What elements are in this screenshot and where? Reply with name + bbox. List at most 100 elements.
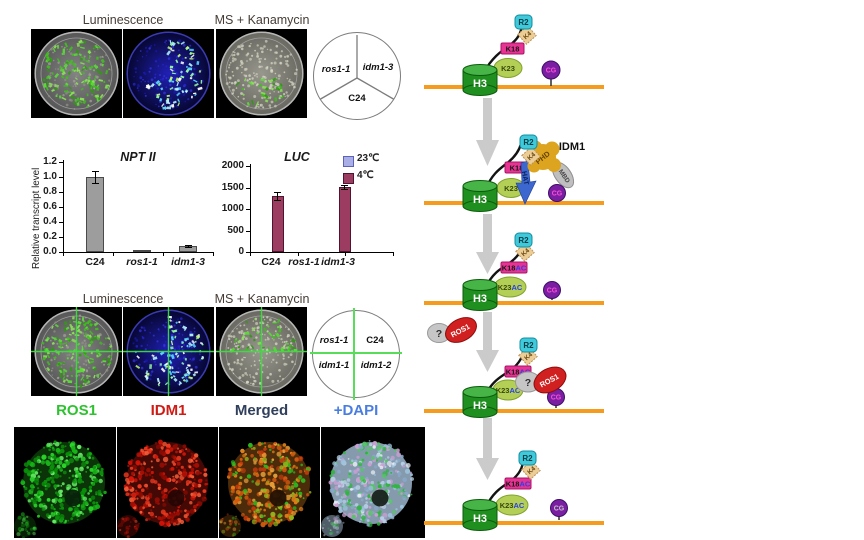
error-bar-cap	[91, 183, 99, 184]
nucleus-graphic	[117, 427, 218, 539]
y-tick-mark	[246, 187, 250, 189]
x-tick-mark	[113, 252, 114, 256]
y-tick-mark	[59, 237, 63, 238]
x-tick-mark	[393, 252, 394, 256]
quadrant-legend-circle: ros1-1 C24 idm1-1 idm1-2	[310, 308, 402, 400]
petri-dish-graphic	[216, 29, 307, 118]
error-bar-cap	[91, 171, 99, 172]
error-bar-cap	[341, 188, 348, 190]
k4-mark: K4	[521, 146, 541, 166]
x-tick-mark	[163, 252, 164, 256]
k18-label: K18	[506, 45, 520, 54]
x-tick-mark	[63, 252, 64, 256]
k18-mark	[500, 42, 525, 55]
quadrant-label-idm1-2: idm1-2	[360, 360, 392, 371]
bar	[86, 177, 104, 252]
label-idm1-channel: IDM1	[150, 402, 187, 419]
sector-legend-circle: ros1-1 idm1-3 C24	[313, 32, 401, 120]
y-tick-mark	[246, 209, 250, 210]
y-tick-label: 1.2	[43, 156, 57, 167]
x-axis-line	[63, 252, 213, 253]
y-tick-mark	[59, 252, 63, 253]
chart-title-nptii: NPT II	[120, 150, 156, 164]
y-tick-mark	[59, 162, 63, 163]
k4-label: K4	[522, 30, 533, 41]
dna-line	[424, 201, 604, 205]
x-axis-line	[250, 252, 393, 253]
petri-dish-graphic	[216, 307, 307, 396]
label-ros1-channel: ROS1	[56, 402, 97, 419]
sector-label-ros1-1: ros1-1	[321, 64, 351, 75]
x-tick-mark	[250, 252, 251, 256]
svg-text:CG: CG	[551, 395, 562, 402]
k18ac-mark	[500, 261, 528, 274]
svg-text:R2: R2	[523, 341, 534, 350]
legend-swatch	[343, 173, 354, 184]
label-dapi-channel: +DAPI	[333, 402, 379, 419]
svg-text:R2: R2	[523, 138, 534, 147]
y-tick-mark	[59, 192, 63, 193]
micrograph-merged	[217, 427, 320, 538]
pathway-step-1: K23 K18 K4 R2 H3 CG	[424, 14, 604, 96]
cg-label: CG	[546, 68, 557, 75]
svg-text:H3: H3	[473, 400, 487, 412]
y-tick-label: 1.0	[43, 171, 57, 182]
legend-label: 23℃	[357, 153, 380, 164]
chart-luc: LUC 0 500 1000 1500 2000 C24 ros1-1 idm1-3 23℃ 4℃	[213, 146, 413, 278]
petri-dish-graphic	[31, 307, 122, 396]
ros1-protein	[533, 366, 567, 394]
pathway-step-3: K23AC K18AC K4 R2 H3 CG	[424, 232, 604, 311]
k4-mark: K4	[517, 25, 537, 45]
micrograph-ros1	[14, 427, 116, 540]
dna-line	[424, 521, 604, 525]
svg-text:H3: H3	[473, 513, 487, 525]
ros1-protein-free	[445, 317, 477, 343]
error-bar-line	[277, 192, 278, 200]
chart-title-luc: LUC	[284, 150, 310, 164]
y-tick-mark	[59, 207, 63, 208]
label-luminescence-a: Luminescence	[82, 13, 164, 27]
label-merged-channel: Merged	[234, 402, 289, 419]
svg-text:K23AC: K23AC	[496, 386, 521, 395]
chart-nptii: NPT II Relative transcript level 0.0 0.2 0…	[28, 146, 218, 278]
r2-mark	[514, 14, 533, 30]
y-tick-mark	[246, 252, 250, 253]
x-category-label: ros1-1	[288, 256, 320, 268]
nucleus-graphic	[14, 427, 116, 540]
svg-text:H3: H3	[473, 293, 487, 305]
quadrant-label-ros1-1: ros1-1	[319, 335, 349, 346]
quadrant-label-idm1-1: idm1-1	[318, 360, 350, 371]
micrograph-idm1	[117, 427, 218, 539]
svg-text:K4: K4	[523, 351, 534, 362]
svg-text:K23AC: K23AC	[498, 283, 523, 292]
svg-text:R2: R2	[518, 236, 529, 245]
unknown-label: ?	[525, 377, 531, 389]
petri-dish-graphic	[123, 29, 214, 118]
bar	[271, 196, 284, 252]
y-tick-mark	[246, 166, 250, 167]
dna-line	[424, 409, 604, 413]
sector-label-idm1-3: idm1-3	[362, 62, 394, 73]
x-category-label: C24	[261, 256, 281, 268]
error-bar-line	[94, 171, 96, 183]
error-bar-cap	[341, 185, 348, 187]
x-category-label: ros1-1	[126, 256, 158, 268]
petri-dish-graphic	[31, 29, 122, 118]
petri-dish-kanamycin-c	[216, 307, 307, 396]
quadrant-divider-lines	[310, 308, 402, 400]
x-category-label: idm1-3	[321, 256, 355, 268]
pathway-step-4: K23AC K18AC K4 R2 ? CG ROS1 H3 ? ROS1	[424, 317, 604, 418]
y-tick-label: 0.8	[43, 186, 57, 197]
r2-mark	[519, 337, 538, 353]
micrograph-dapi	[321, 427, 425, 538]
y-tick-label: 0.0	[43, 246, 57, 257]
pathway-diagram: K23 K18 K4 R2 H3 CG K23 K18	[424, 14, 604, 531]
svg-text:K4: K4	[526, 465, 537, 476]
svg-text:K4: K4	[526, 151, 537, 162]
error-bar-cap	[184, 246, 192, 248]
svg-text:K18: K18	[510, 164, 524, 173]
dna-line	[424, 301, 604, 305]
petri-dish-luminescence-a	[123, 29, 214, 118]
y-tick-label: 0.4	[43, 216, 57, 227]
y-tick-label: 1000	[221, 203, 244, 214]
